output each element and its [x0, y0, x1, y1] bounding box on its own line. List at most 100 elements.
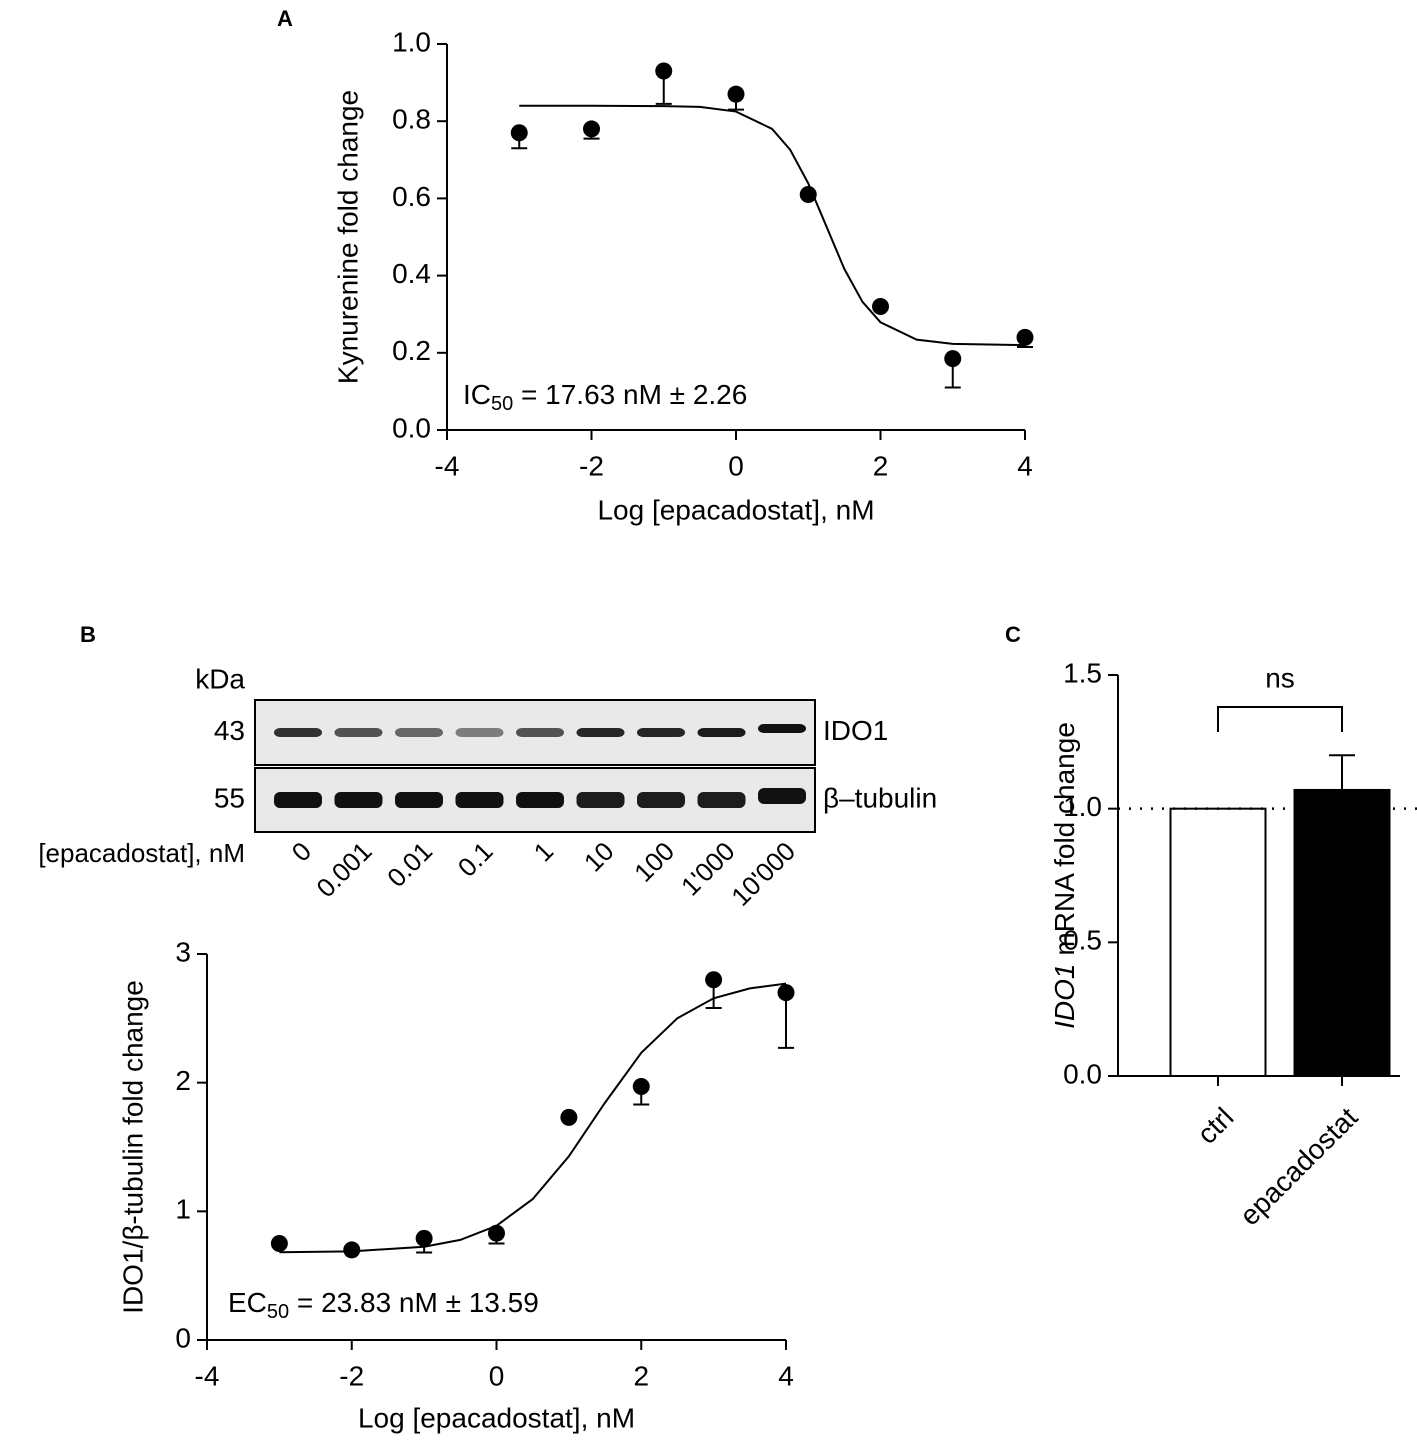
x-tick-label: -2: [579, 450, 604, 481]
x-axis-label: Log [epacadostat], nM: [358, 1402, 635, 1433]
y-axis-label-gene: IDO1: [1049, 964, 1080, 1029]
panel-letter: B: [80, 622, 96, 647]
y-tick-label: 3: [175, 936, 191, 967]
blot-band: [637, 728, 685, 737]
annotation: EC50 = 23.83 nM ± 13.59: [228, 1287, 539, 1323]
blot-band: [334, 728, 383, 737]
annotation-subscript: 50: [267, 1301, 289, 1323]
data-point: [415, 1229, 433, 1247]
panel-letter: C: [1005, 622, 1021, 647]
y-tick-label: 0.6: [392, 181, 431, 212]
blot-band: [334, 792, 383, 808]
annotation-text: IC: [463, 379, 491, 410]
data-point: [270, 1235, 288, 1252]
blot-band: [274, 792, 322, 808]
x-tick-label: -4: [195, 1360, 220, 1391]
fit-curve: [519, 104, 1026, 347]
error-bar: [1329, 754, 1355, 790]
lane-label: 10: [578, 836, 620, 878]
blot-band: [395, 792, 443, 808]
y-tick-label: 0.0: [1063, 1058, 1102, 1089]
bar: [1169, 807, 1267, 1078]
y-axis-label: IDO1/β-tubulin fold change: [117, 980, 148, 1314]
blot-band: [637, 792, 685, 808]
blot-band: [274, 728, 322, 737]
y-tick-label: 0: [175, 1322, 191, 1353]
x-tick-label: 4: [1017, 450, 1033, 481]
y-tick-label: 1.5: [1063, 657, 1102, 688]
y-tick-label: 1.0: [392, 26, 431, 57]
annotation-subscript: 50: [491, 393, 513, 415]
data-point: [632, 1078, 650, 1096]
x-axis-label: Log [epacadostat], nM: [597, 494, 874, 525]
blot-band: [697, 792, 746, 808]
x-tick-label: 2: [873, 450, 889, 481]
data-point: [1016, 328, 1034, 346]
blot-band: [516, 792, 564, 808]
data-point: [727, 85, 745, 103]
data-point: [488, 1224, 505, 1242]
blot-band: [455, 792, 504, 808]
annotation-rest: = 23.83 nM ± 13.59: [289, 1287, 539, 1318]
x-tick-label: -2: [339, 1360, 364, 1391]
band-name: IDO1: [823, 715, 888, 746]
blot-axis-label: [epacadostat], nM: [38, 838, 245, 868]
fit-curve: [279, 982, 787, 1254]
significance-bracket: [1217, 706, 1343, 732]
annotation-rest: = 17.63 nM ± 2.26: [513, 379, 747, 410]
y-tick-label: 0.4: [392, 258, 431, 289]
data-point: [583, 120, 600, 138]
band-size: 55: [214, 782, 245, 813]
data-point: [510, 124, 528, 142]
y-tick-label: 0.0: [392, 412, 431, 443]
x-tick-label: 0: [728, 450, 744, 481]
x-tick-label: 2: [633, 1360, 649, 1391]
lane-label: 0.01: [381, 836, 438, 893]
blot-band: [516, 728, 564, 737]
x-tick-label: epacadostat: [1234, 1101, 1364, 1231]
lane-label: 10'000: [725, 836, 801, 912]
band-size: 43: [214, 715, 245, 746]
lane-label: 0.1: [452, 836, 499, 883]
y-tick-label: 0.5: [1063, 925, 1102, 956]
y-tick-label: 1.0: [1063, 791, 1102, 822]
blot-band: [758, 788, 806, 804]
error-bar: [778, 992, 794, 1049]
significance-label: ns: [1265, 662, 1295, 693]
blot-band: [576, 728, 625, 737]
y-tick-label: 1: [175, 1194, 191, 1225]
lane-label: 0.001: [310, 836, 377, 903]
data-point: [655, 62, 673, 80]
blot-band: [758, 724, 806, 733]
data-point: [944, 350, 962, 368]
data-point: [777, 984, 795, 1002]
data-point: [343, 1241, 361, 1259]
blot-band: [455, 728, 504, 737]
x-tick-label: -4: [435, 450, 460, 481]
panel-letter: A: [277, 6, 293, 31]
y-tick-label: 0.2: [392, 335, 431, 366]
data-point: [872, 297, 889, 315]
y-tick-label: 2: [175, 1065, 191, 1096]
y-axis-label: IDO1 mRNA fold change: [1049, 722, 1080, 1029]
band-name: β–tubulin: [823, 782, 937, 813]
y-axis-label-rest: mRNA fold change: [1049, 722, 1080, 955]
blot-band: [697, 728, 746, 737]
blot-band: [395, 728, 443, 737]
x-tick-label: ctrl: [1191, 1102, 1239, 1150]
blot-unit: kDa: [195, 663, 245, 694]
blot-band: [576, 792, 625, 808]
y-axis-label: Kynurenine fold change: [332, 90, 363, 384]
bar: [1293, 788, 1391, 1077]
annotation-text: EC: [228, 1287, 267, 1318]
data-point: [705, 971, 723, 989]
data-point: [799, 186, 817, 204]
annotation: IC50 = 17.63 nM ± 2.26: [463, 379, 747, 415]
lane-label: 0: [286, 836, 317, 867]
lane-label: 1: [528, 836, 559, 867]
x-tick-label: 0: [489, 1360, 505, 1391]
y-tick-label: 0.8: [392, 104, 431, 135]
x-tick-label: 4: [778, 1360, 794, 1391]
data-point: [560, 1108, 578, 1126]
